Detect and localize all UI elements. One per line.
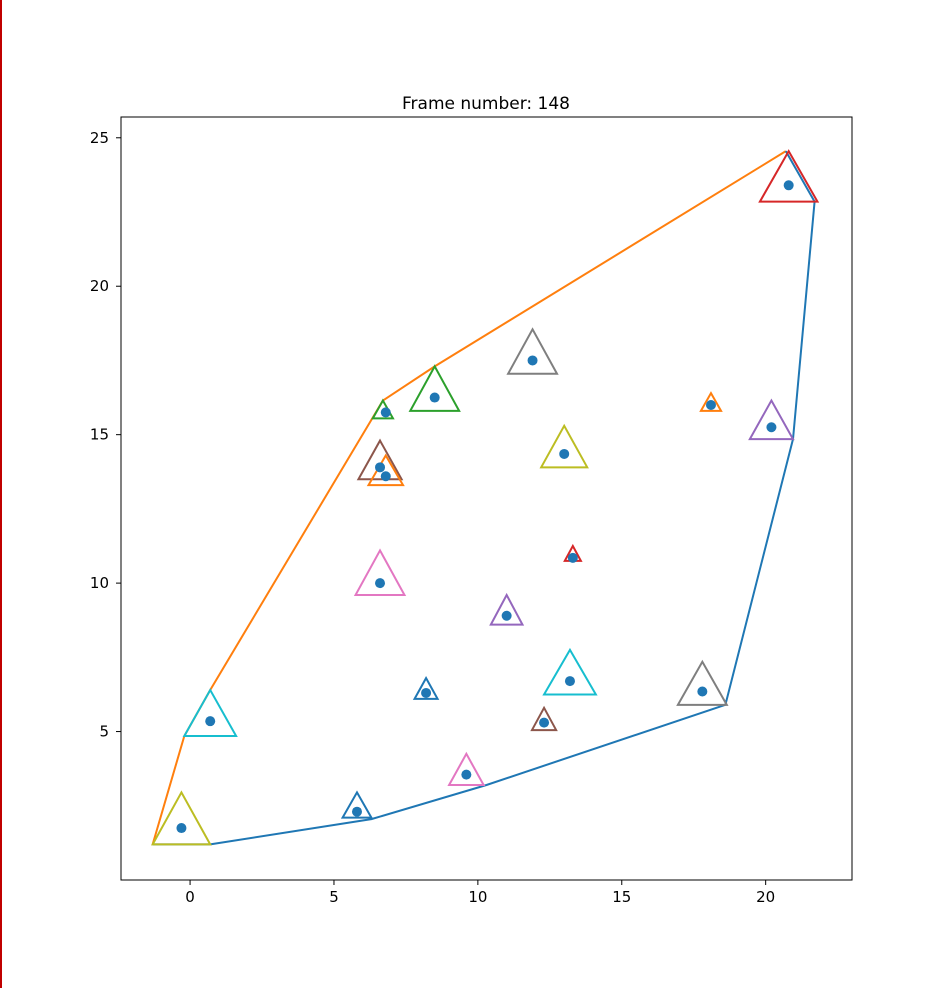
y-tick-label: 25: [90, 129, 109, 147]
y-tick-label: 15: [90, 426, 109, 444]
x-tick-label: 10: [468, 888, 487, 906]
data-point: [380, 407, 391, 418]
data-point: [539, 717, 550, 728]
x-tick-label: 5: [329, 888, 339, 906]
axes: 0 5 10 15 20 5 10 15 20 25: [90, 116, 853, 906]
x-tick-label: 0: [185, 888, 195, 906]
data-point: [176, 823, 187, 834]
triangle-marker: [489, 592, 525, 626]
triangle-marker: [356, 438, 404, 481]
data-point: [421, 687, 432, 698]
data-point: [705, 399, 716, 410]
triangle-marker: [447, 751, 486, 786]
triangle-marker: [150, 790, 212, 846]
data-point: [559, 448, 570, 459]
data-point: [429, 392, 440, 403]
plot-area: [150, 149, 820, 846]
triangle-marker: [412, 676, 440, 700]
axes-frame: [120, 116, 853, 881]
data-point: [351, 806, 362, 817]
triangle-marker: [353, 548, 407, 596]
triangle-marker: [676, 659, 729, 706]
data-point: [380, 471, 391, 482]
data-point: [375, 462, 386, 473]
triangle-marker: [340, 790, 374, 819]
chart-title: Frame number: 148: [402, 94, 570, 114]
y-tick-label: 10: [90, 574, 109, 592]
triangle-marker: [182, 687, 238, 738]
data-point: [375, 578, 386, 589]
triangle-marker: [506, 327, 559, 375]
y-tick-label: 20: [90, 277, 109, 295]
data-point: [697, 686, 708, 697]
left-edge-border: [0, 0, 2, 988]
data-point: [564, 676, 575, 687]
x-tick-label: 15: [612, 888, 631, 906]
hull-upper-line: [151, 150, 787, 845]
triangle-marker: [748, 398, 795, 441]
triangle-marker: [408, 364, 461, 412]
data-point: [783, 180, 794, 191]
triangle-marker: [530, 705, 558, 732]
triangle-marker: [542, 647, 598, 696]
data-point: [766, 422, 777, 433]
x-tick-label: 20: [756, 888, 775, 906]
y-tick-label: 5: [99, 723, 109, 741]
triangle-marker: [539, 423, 589, 469]
data-point: [501, 610, 512, 621]
data-point: [461, 769, 472, 780]
hull-lower-line: [152, 150, 816, 846]
triangle-marker: [758, 149, 820, 203]
data-point: [567, 552, 578, 563]
data-point: [205, 716, 216, 727]
data-point: [527, 355, 538, 366]
triangle-marker: [699, 391, 723, 412]
